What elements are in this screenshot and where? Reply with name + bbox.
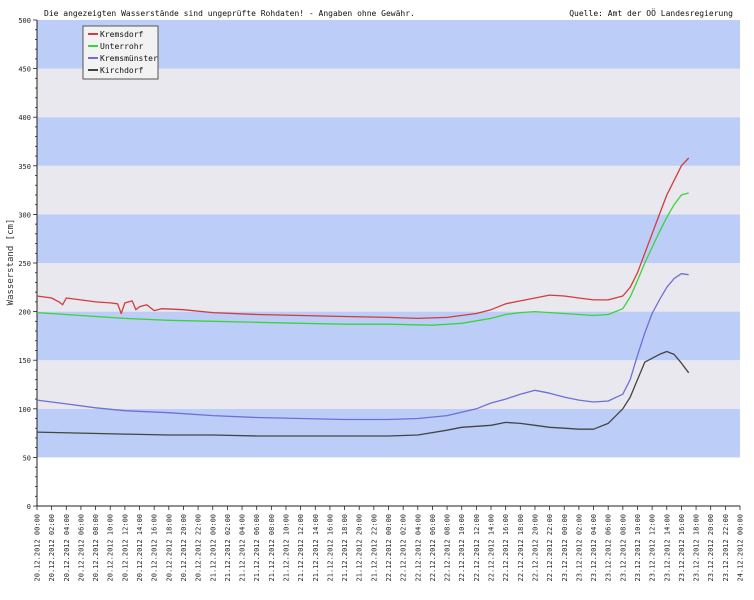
background-bands <box>37 20 740 506</box>
x-tick-label: 20.12.2012 08:00 <box>92 514 100 581</box>
y-tick-label: 450 <box>18 66 31 74</box>
x-tick-label: 23.12.2012 16:00 <box>678 514 686 581</box>
x-tick-label: 22.12.2012 10:00 <box>458 514 466 581</box>
x-tick-label: 23.12.2012 22:00 <box>722 514 730 581</box>
x-tick-label: 23.12.2012 04:00 <box>590 514 598 581</box>
x-tick-label: 22.12.2012 02:00 <box>400 514 408 581</box>
y-tick-label: 300 <box>18 211 31 219</box>
x-tick-label: 20.12.2012 18:00 <box>165 514 173 581</box>
x-tick-label: 21.12.2012 08:00 <box>268 514 276 581</box>
legend-label: Kirchdorf <box>100 66 144 75</box>
legend-label: Kremsmünster <box>100 54 158 63</box>
x-tick-label: 22.12.2012 08:00 <box>444 514 452 581</box>
band-0-50 <box>37 457 740 506</box>
x-tick-label: 22.12.2012 22:00 <box>546 514 554 581</box>
x-tick-label: 20.12.2012 02:00 <box>48 514 56 581</box>
x-tick-label: 21.12.2012 18:00 <box>341 514 349 581</box>
source-text: Quelle: Amt der OÖ Landesregierung <box>569 8 733 18</box>
x-tick-label: 22.12.2012 06:00 <box>429 514 437 581</box>
x-tick-label: 23.12.2012 08:00 <box>619 514 627 581</box>
y-tick-label: 200 <box>18 309 31 317</box>
x-tick-label: 23.12.2012 12:00 <box>649 514 657 581</box>
x-tick-label: 23.12.2012 06:00 <box>605 514 613 581</box>
x-tick-label: 20.12.2012 12:00 <box>121 514 129 581</box>
series-line-unterrohr <box>36 192 689 326</box>
x-tick-label: 23.12.2012 00:00 <box>561 514 569 581</box>
x-tick-label: 20.12.2012 14:00 <box>136 514 144 581</box>
x-tick-label: 21.12.2012 04:00 <box>239 514 247 581</box>
band-350-400 <box>37 117 740 166</box>
band-300-350 <box>37 165 740 215</box>
x-tick-label: 22.12.2012 16:00 <box>502 514 510 581</box>
band-50-100 <box>37 408 740 458</box>
y-tick-label: 0 <box>27 503 31 511</box>
y-tick-label: 250 <box>18 260 31 268</box>
band-250-300 <box>37 214 740 263</box>
x-tick-label: 20.12.2012 22:00 <box>195 514 203 581</box>
x-tick-label: 20.12.2012 10:00 <box>107 514 115 581</box>
x-tick-label: 24.12.2012 00:00 <box>737 514 745 581</box>
x-tick-label: 22.12.2012 18:00 <box>517 514 525 581</box>
band-200-250 <box>37 263 740 312</box>
x-tick-label: 20.12.2012 06:00 <box>77 514 85 581</box>
x-tick-label: 20.12.2012 04:00 <box>63 514 71 581</box>
x-tick-label: 21.12.2012 00:00 <box>209 514 217 581</box>
x-tick-label: 21.12.2012 14:00 <box>312 514 320 581</box>
x-tick-label: 21.12.2012 22:00 <box>370 514 378 581</box>
legend-label: Kremsdorf <box>100 30 144 39</box>
y-tick-label: 50 <box>23 454 31 462</box>
y-tick-label: 150 <box>18 357 31 365</box>
x-axis: 20.12.2012 00:00 20.12.2012 02:00 20.12.20… <box>34 505 745 581</box>
y-tick-label: 100 <box>18 406 31 414</box>
series-line-kremsmünster <box>36 273 689 421</box>
y-tick-label: 400 <box>18 114 31 122</box>
series-line-kremsdorf <box>36 157 690 320</box>
legend: Kremsdorf Unterrohr Kremsmünster Kirchdorf <box>82 25 159 80</box>
disclaimer-text: Die angezeigten Wasserstände sind ungepr… <box>44 9 415 18</box>
x-tick-label: 23.12.2012 20:00 <box>707 514 715 581</box>
band-100-150 <box>37 360 740 409</box>
x-tick-label: 21.12.2012 10:00 <box>282 514 290 581</box>
x-tick-label: 23.12.2012 10:00 <box>634 514 642 581</box>
x-tick-label: 21.12.2012 12:00 <box>297 514 305 581</box>
x-tick-label: 23.12.2012 14:00 <box>663 514 671 581</box>
x-tick-label: 23.12.2012 02:00 <box>575 514 583 581</box>
x-tick-label: 20.12.2012 20:00 <box>180 514 188 581</box>
y-tick-label: 500 <box>18 17 31 25</box>
y-tick-label: 350 <box>18 163 31 171</box>
x-tick-label: 22.12.2012 04:00 <box>414 514 422 581</box>
series-line-kirchdorf <box>36 350 690 437</box>
legend-label: Unterrohr <box>100 42 144 51</box>
x-tick-label: 21.12.2012 02:00 <box>224 514 232 581</box>
y-axis-label: Wasserstand [cm] <box>6 219 16 306</box>
x-tick-label: 21.12.2012 20:00 <box>356 514 364 581</box>
y-axis: 0 50 100 150 200 250 300 350 400 450 500 <box>18 17 38 511</box>
x-tick-label: 22.12.2012 12:00 <box>473 514 481 581</box>
x-tick-label: 20.12.2012 00:00 <box>34 514 42 581</box>
x-tick-label: 22.12.2012 00:00 <box>385 514 393 581</box>
x-tick-label: 21.12.2012 16:00 <box>326 514 334 581</box>
x-tick-label: 21.12.2012 06:00 <box>253 514 261 581</box>
x-tick-label: 22.12.2012 20:00 <box>531 514 539 581</box>
series-lines <box>36 157 690 437</box>
x-tick-label: 22.12.2012 14:00 <box>488 514 496 581</box>
x-tick-label: 20.12.2012 16:00 <box>151 514 159 581</box>
x-tick-label: 23.12.2012 18:00 <box>693 514 701 581</box>
